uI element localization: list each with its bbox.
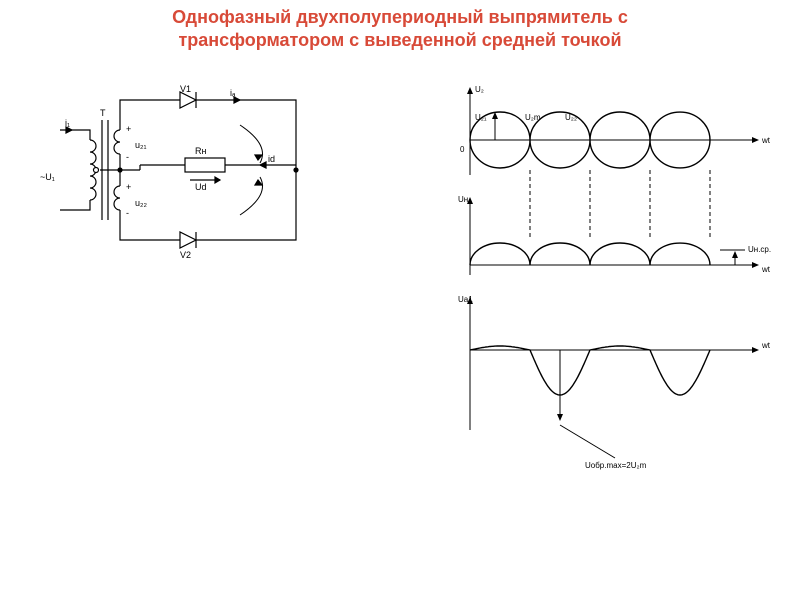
- circuit-diagram: i₁ ~U₁ T V1 V2 iₐ id u₂₁ u₂₂ Rн Ud + - +…: [40, 80, 370, 300]
- lbl-Ua1: Uа1: [458, 295, 473, 304]
- lbl-U22: U₂₂: [565, 113, 577, 122]
- lbl-U1: ~U₁: [40, 172, 55, 182]
- lbl-RH: Rн: [195, 146, 206, 156]
- waveform-panel: U₂ wt 0 U₂₁ U₂m U₂₂ Uн wt Uн.ср. Uа1 wt …: [440, 80, 790, 580]
- lbl-ia: iₐ: [230, 88, 236, 98]
- lbl-Uobr: Uобр.max=2U₂m: [585, 461, 647, 470]
- title-line1: Однофазный двухполупериодный выпрямитель…: [0, 6, 800, 29]
- lbl-wt1: wt: [761, 136, 771, 145]
- lbl-T: T: [100, 108, 106, 118]
- lbl-u22: u₂₂: [135, 198, 147, 208]
- lbl-wt2: wt: [761, 265, 771, 274]
- lbl-Ud: Ud: [195, 182, 207, 192]
- lbl-U2: U₂: [475, 85, 484, 94]
- chart-uh: Uн wt Uн.ср.: [458, 195, 771, 275]
- lbl-plus2: +: [126, 182, 131, 192]
- lbl-minus1: -: [126, 152, 129, 162]
- lbl-UH: Uн: [458, 195, 468, 204]
- chart-u2: U₂ wt 0 U₂₁ U₂m U₂₂: [460, 85, 771, 175]
- lbl-V2: V2: [180, 250, 191, 260]
- lbl-U21: U₂₁: [475, 113, 487, 122]
- lbl-id: id: [268, 154, 275, 164]
- lbl-V1: V1: [180, 84, 191, 94]
- lbl-u21: u₂₁: [135, 140, 147, 150]
- lbl-Uncp: Uн.ср.: [748, 245, 771, 254]
- page-title: Однофазный двухполупериодный выпрямитель…: [0, 0, 800, 53]
- title-line2: трансформатором с выведенной средней точ…: [0, 29, 800, 52]
- lbl-wt3: wt: [761, 341, 771, 350]
- lbl-plus1: +: [126, 124, 131, 134]
- lbl-i1: i₁: [65, 118, 70, 128]
- lbl-zero: 0: [460, 145, 465, 154]
- lbl-U2m: U₂m: [525, 113, 541, 122]
- lbl-minus2: -: [126, 208, 129, 218]
- chart-ua1: Uа1 wt Uобр.max=2U₂m: [458, 295, 771, 470]
